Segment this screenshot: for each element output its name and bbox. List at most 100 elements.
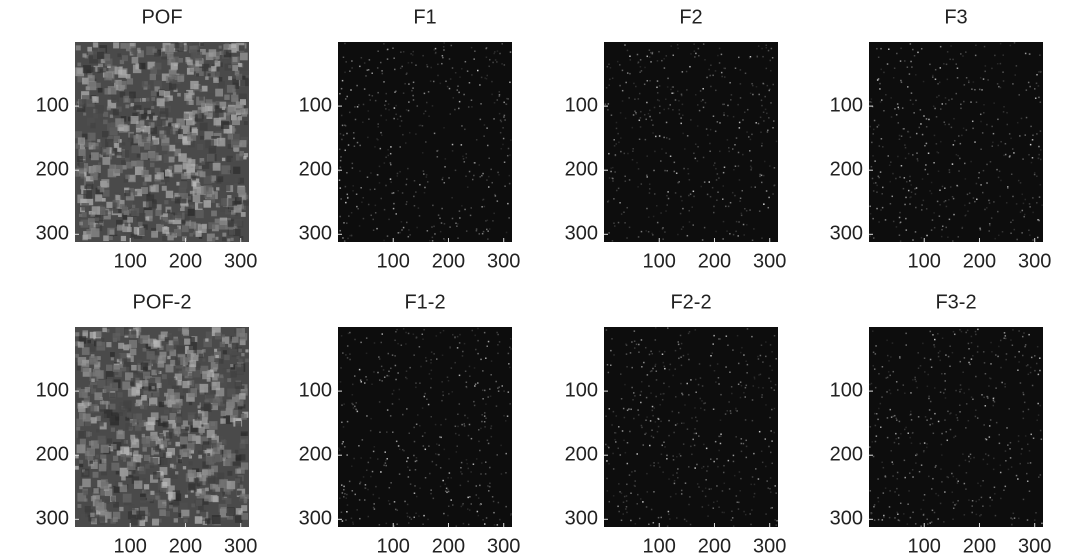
pixel: [710, 458, 712, 460]
pixel: [377, 372, 379, 374]
pixel: [939, 190, 941, 192]
y-tick-label: 200: [36, 443, 69, 465]
pixel: [638, 351, 640, 353]
pixel: [882, 519, 884, 521]
pixel: [674, 483, 676, 485]
pixel: [374, 189, 376, 191]
pixel: [91, 378, 95, 382]
pixel: [702, 385, 704, 387]
pixel: [958, 135, 960, 137]
pixel: [192, 127, 198, 133]
pixel: [672, 375, 674, 377]
pixel: [872, 178, 874, 180]
pixel: [241, 513, 248, 520]
pixel: [344, 43, 346, 45]
pixel: [622, 90, 624, 92]
pixel: [180, 436, 188, 444]
pixel: [622, 430, 624, 432]
pixel: [361, 381, 363, 383]
pixel: [380, 115, 382, 117]
pixel: [420, 125, 422, 127]
pixel: [75, 168, 84, 177]
pixel: [1014, 517, 1016, 519]
pixel: [407, 168, 409, 170]
pixel: [630, 352, 632, 354]
pixel: [663, 362, 665, 364]
pixel: [908, 490, 910, 492]
pixel: [660, 212, 662, 214]
pixel: [238, 187, 246, 195]
pixel: [951, 473, 953, 475]
pixel: [235, 455, 241, 461]
pixel: [890, 393, 892, 395]
pixel: [1029, 234, 1031, 236]
pixel: [874, 120, 876, 122]
pixel: [381, 366, 383, 368]
pixel: [341, 404, 343, 406]
pixel: [424, 393, 426, 395]
pixel: [347, 194, 349, 196]
pixel: [491, 436, 493, 438]
pixel: [920, 365, 922, 367]
pixel: [874, 368, 876, 370]
pixel: [181, 173, 187, 179]
pixel: [1026, 473, 1028, 475]
pixel: [397, 372, 399, 374]
pixel: [374, 146, 376, 148]
x-tick-label: 300: [753, 535, 786, 557]
pixel: [206, 332, 213, 339]
pixel: [1009, 155, 1011, 157]
pixel: [480, 103, 482, 105]
pixel: [200, 43, 203, 46]
pixel: [1010, 222, 1012, 224]
pixel: [484, 390, 486, 392]
pixel: [889, 165, 891, 167]
pixel: [938, 352, 940, 354]
pixel: [757, 56, 759, 58]
pixel: [900, 503, 902, 505]
pixel: [97, 186, 101, 190]
pixel: [656, 205, 658, 207]
pixel: [959, 158, 961, 160]
y-tick-label: 100: [565, 94, 598, 116]
pixel: [1012, 219, 1014, 221]
pixel: [370, 418, 372, 420]
pixel: [228, 76, 232, 80]
pixel: [354, 145, 356, 147]
pixel: [699, 110, 701, 112]
pixel: [1026, 89, 1028, 91]
pixel: [940, 67, 942, 69]
pixel: [657, 99, 659, 101]
pixel: [223, 350, 227, 354]
pixel: [712, 75, 714, 77]
pixel: [166, 191, 173, 198]
pixel: [877, 79, 879, 81]
pixel: [1010, 517, 1012, 519]
pixel: [483, 135, 485, 137]
pixel: [640, 59, 642, 61]
pixel: [758, 123, 760, 125]
pixel: [206, 99, 213, 106]
pixel: [632, 399, 634, 401]
pixel: [341, 88, 343, 90]
pixel: [907, 66, 909, 68]
pixel: [395, 509, 397, 511]
x-tick-label: 300: [1018, 250, 1051, 272]
pixel: [928, 398, 930, 400]
pixel: [774, 185, 776, 187]
pixel: [477, 382, 479, 384]
pixel: [1035, 512, 1037, 514]
pixel: [666, 458, 668, 460]
pixel: [379, 401, 381, 403]
pixel: [79, 99, 86, 106]
pixel: [968, 456, 970, 458]
pixel: [464, 415, 466, 417]
pixel: [477, 511, 479, 513]
pixel: [393, 203, 395, 205]
pixel: [946, 476, 948, 478]
pixel: [231, 95, 238, 102]
pixel: [141, 187, 148, 194]
pixel: [469, 376, 471, 378]
pixel: [681, 490, 683, 492]
pixel: [104, 386, 111, 393]
